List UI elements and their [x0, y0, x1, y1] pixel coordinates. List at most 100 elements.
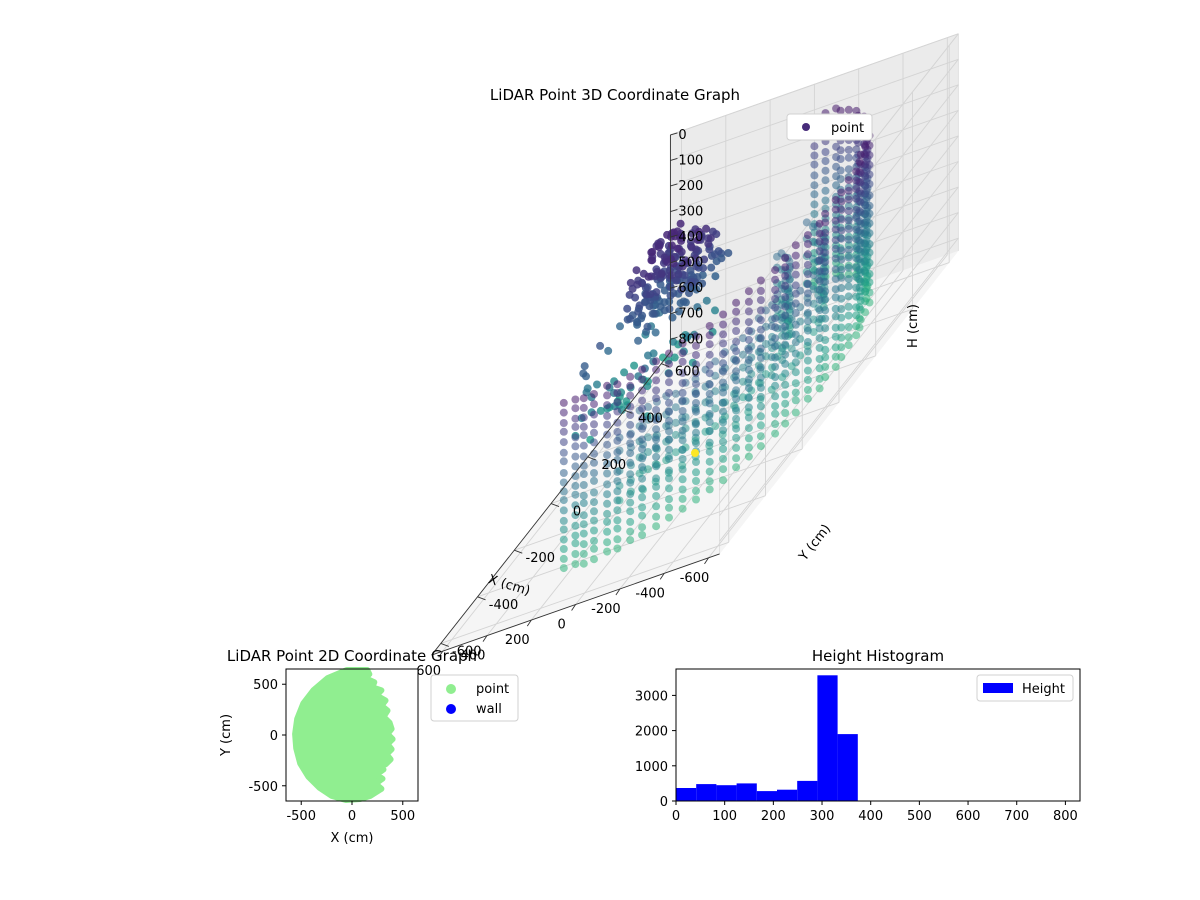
point-3d	[732, 376, 741, 385]
point-3d	[613, 389, 622, 397]
legend-2d-label-point: point	[476, 682, 509, 697]
point-3d	[692, 360, 700, 369]
point-3d	[815, 324, 824, 333]
h-tick-mark	[670, 311, 678, 315]
y-tick-mark	[661, 363, 670, 368]
point-3d	[613, 467, 622, 476]
point-3d	[652, 435, 661, 444]
hist-x-tick-label: 200	[761, 809, 786, 824]
point-3d	[781, 271, 790, 280]
point-3d	[590, 488, 598, 497]
point-3d	[559, 516, 568, 525]
point-3d	[571, 442, 580, 451]
point-3d	[705, 477, 714, 486]
y-tick-label: 400	[638, 411, 663, 426]
point-3d	[844, 176, 853, 185]
point-3d	[692, 477, 700, 485]
point-3d	[590, 428, 598, 437]
point-3d	[638, 474, 647, 483]
point-3d	[756, 353, 765, 362]
point-3d	[626, 478, 635, 487]
point-3d	[781, 332, 790, 341]
point-3d	[571, 501, 580, 510]
hist-x-tick-label: 0	[672, 809, 680, 824]
grid-line-h-back	[719, 212, 959, 516]
point-3d	[719, 476, 728, 485]
point-3d	[571, 404, 580, 413]
point-3d	[678, 379, 687, 388]
point-3d	[831, 236, 840, 245]
point-3d	[756, 325, 765, 334]
point-3d	[831, 293, 840, 302]
point-3d	[810, 200, 819, 209]
point-3d	[579, 470, 588, 478]
point-3d	[791, 388, 800, 397]
point-3d	[791, 330, 800, 339]
point-3d	[644, 272, 653, 281]
point-3d	[665, 445, 673, 454]
point-3d	[844, 186, 853, 195]
point-3d	[638, 503, 647, 512]
point-3d	[744, 335, 753, 344]
point-3d	[571, 462, 580, 471]
h-tick-mark	[670, 157, 678, 161]
point-3d	[603, 451, 612, 460]
y-tick-mark	[587, 456, 596, 461]
legend-hist: Height	[976, 674, 1074, 702]
point-3d	[603, 401, 612, 410]
y-tick-label: -200	[526, 551, 556, 566]
point-3d	[803, 289, 812, 298]
point-3d	[626, 490, 635, 498]
point-3d	[559, 469, 568, 477]
point-3d	[580, 362, 589, 371]
hist-y-tick-label: 2000	[635, 725, 668, 740]
point-3d	[815, 334, 824, 343]
point-3d	[559, 506, 568, 515]
point-3d	[719, 339, 728, 348]
point-3d	[652, 288, 661, 297]
point-3d	[771, 392, 780, 401]
point-3d	[719, 454, 728, 463]
point-3d	[705, 418, 714, 427]
point-3d	[719, 378, 728, 387]
point-3d	[815, 384, 824, 393]
point-3d	[815, 267, 824, 276]
point-3d	[852, 205, 861, 214]
point-3d	[603, 490, 612, 499]
point-3d	[590, 536, 598, 545]
point-3d	[844, 323, 853, 331]
point-3d	[705, 457, 714, 466]
point-3d	[771, 266, 780, 275]
legend-3d-marker	[802, 123, 810, 131]
point-3d	[603, 538, 612, 547]
point-3d	[638, 493, 647, 502]
point-3d	[590, 544, 598, 553]
point-3d	[692, 486, 700, 495]
point-3d	[852, 272, 861, 281]
point-3d	[652, 357, 661, 366]
point-3d	[756, 276, 765, 285]
point-3d	[626, 314, 634, 323]
point-3d	[844, 225, 853, 233]
y-tick-label-2d: -500	[248, 780, 278, 795]
point-3d	[692, 341, 700, 350]
point-3d	[732, 406, 741, 415]
point-3d	[603, 469, 612, 478]
point-3d	[744, 318, 753, 327]
point-3d	[821, 196, 830, 205]
point-3d	[638, 484, 647, 493]
point-3d	[852, 167, 861, 176]
point-3d	[579, 540, 588, 549]
point-3d	[678, 407, 687, 415]
point-3d	[756, 392, 765, 401]
point-3d	[815, 247, 824, 256]
chart-2d-title: LiDAR Point 2D Coordinate Graph	[227, 647, 477, 665]
histogram-bar	[716, 785, 737, 801]
point-3d	[559, 427, 568, 436]
point-3d	[844, 245, 853, 254]
point-3d	[781, 419, 790, 428]
point-3d	[630, 361, 639, 370]
point-3d	[711, 306, 719, 315]
legend-3d-frame	[786, 113, 873, 141]
point-3d	[604, 346, 613, 355]
